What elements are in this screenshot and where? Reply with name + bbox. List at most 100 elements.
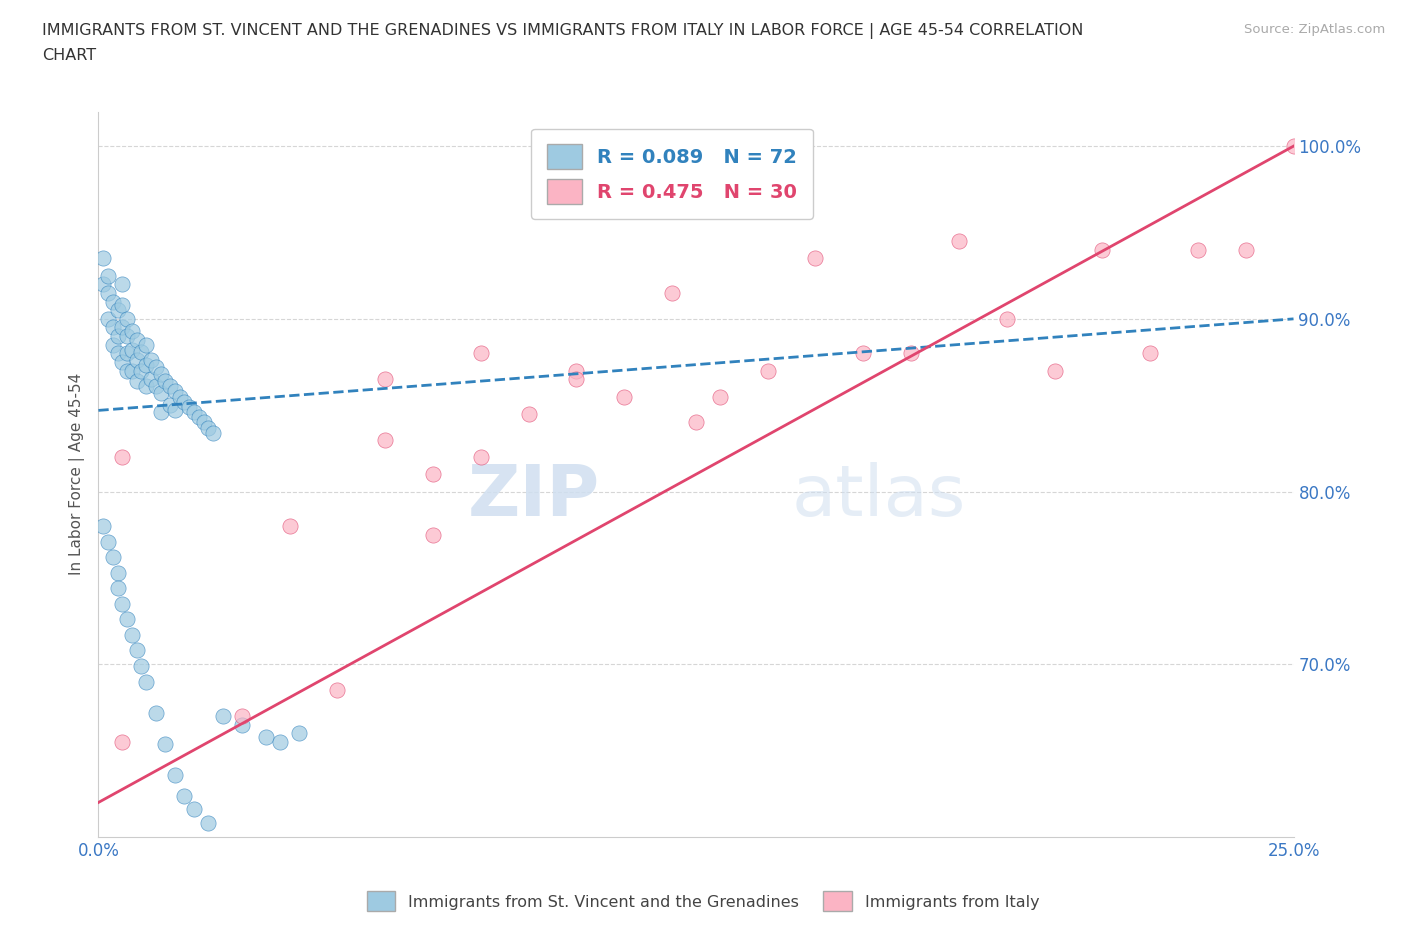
- Point: [101, 294, 124, 309]
- Point: [1139, 346, 1161, 361]
- Point: [145, 379, 167, 393]
- Point: [155, 374, 177, 389]
- Point: [1091, 243, 1114, 258]
- Point: [91, 251, 114, 266]
- Point: [804, 251, 827, 266]
- Point: [107, 565, 129, 580]
- Point: [107, 303, 129, 318]
- Point: [163, 403, 186, 418]
- Point: [135, 379, 157, 393]
- Point: [159, 379, 181, 393]
- Point: [231, 709, 253, 724]
- Point: [97, 268, 120, 283]
- Text: Source: ZipAtlas.com: Source: ZipAtlas.com: [1244, 23, 1385, 36]
- Point: [179, 400, 201, 415]
- Point: [97, 534, 120, 549]
- Point: [111, 277, 134, 292]
- Point: [125, 374, 148, 389]
- Point: [131, 364, 153, 379]
- Point: [1043, 364, 1066, 379]
- Point: [685, 415, 707, 430]
- Point: [115, 346, 138, 361]
- Point: [115, 328, 138, 343]
- Point: [374, 432, 396, 447]
- Point: [155, 737, 177, 751]
- Point: [565, 364, 588, 379]
- Point: [269, 735, 291, 750]
- Point: [125, 332, 148, 347]
- Point: [111, 320, 134, 335]
- Point: [1282, 139, 1305, 153]
- Point: [173, 788, 195, 803]
- Point: [91, 519, 114, 534]
- Point: [115, 612, 138, 627]
- Point: [149, 366, 172, 381]
- Point: [211, 709, 233, 724]
- Point: [900, 346, 922, 361]
- Legend: Immigrants from St. Vincent and the Grenadines, Immigrants from Italy: Immigrants from St. Vincent and the Gren…: [360, 885, 1046, 917]
- Point: [91, 277, 114, 292]
- Point: [149, 405, 172, 419]
- Point: [202, 425, 225, 440]
- Point: [111, 354, 134, 369]
- Point: [187, 410, 209, 425]
- Point: [852, 346, 875, 361]
- Point: [121, 628, 143, 643]
- Point: [121, 324, 143, 339]
- Text: ZIP: ZIP: [468, 461, 600, 530]
- Point: [111, 449, 134, 464]
- Point: [115, 364, 138, 379]
- Point: [422, 527, 444, 542]
- Point: [183, 802, 205, 817]
- Point: [197, 420, 219, 435]
- Point: [254, 729, 277, 744]
- Point: [422, 467, 444, 482]
- Point: [517, 406, 540, 421]
- Point: [107, 328, 129, 343]
- Point: [145, 705, 167, 720]
- Point: [125, 643, 148, 658]
- Point: [709, 389, 731, 404]
- Point: [278, 519, 301, 534]
- Point: [374, 372, 396, 387]
- Point: [288, 726, 311, 741]
- Point: [101, 550, 124, 565]
- Point: [326, 683, 349, 698]
- Point: [149, 386, 172, 401]
- Point: [163, 384, 186, 399]
- Point: [756, 364, 779, 379]
- Y-axis label: In Labor Force | Age 45-54: In Labor Force | Age 45-54: [69, 373, 84, 576]
- Text: CHART: CHART: [42, 48, 96, 63]
- Point: [948, 233, 970, 248]
- Point: [135, 674, 157, 689]
- Point: [1234, 243, 1257, 258]
- Point: [197, 816, 219, 830]
- Point: [139, 352, 162, 367]
- Point: [135, 338, 157, 352]
- Point: [111, 298, 134, 312]
- Point: [107, 581, 129, 596]
- Point: [121, 364, 143, 379]
- Point: [111, 735, 134, 750]
- Point: [97, 312, 120, 326]
- Point: [131, 658, 153, 673]
- Point: [169, 389, 191, 404]
- Point: [121, 342, 143, 357]
- Legend: R = 0.089   N = 72, R = 0.475   N = 30: R = 0.089 N = 72, R = 0.475 N = 30: [531, 128, 813, 219]
- Point: [613, 389, 636, 404]
- Point: [139, 372, 162, 387]
- Text: IMMIGRANTS FROM ST. VINCENT AND THE GRENADINES VS IMMIGRANTS FROM ITALY IN LABOR: IMMIGRANTS FROM ST. VINCENT AND THE GREN…: [42, 23, 1084, 39]
- Point: [101, 338, 124, 352]
- Point: [193, 415, 215, 430]
- Point: [145, 360, 167, 375]
- Point: [231, 717, 253, 732]
- Point: [135, 358, 157, 373]
- Point: [470, 346, 492, 361]
- Point: [995, 312, 1018, 326]
- Point: [125, 352, 148, 367]
- Point: [183, 405, 205, 419]
- Point: [1187, 243, 1209, 258]
- Point: [173, 394, 195, 409]
- Text: atlas: atlas: [792, 461, 966, 530]
- Point: [661, 286, 683, 300]
